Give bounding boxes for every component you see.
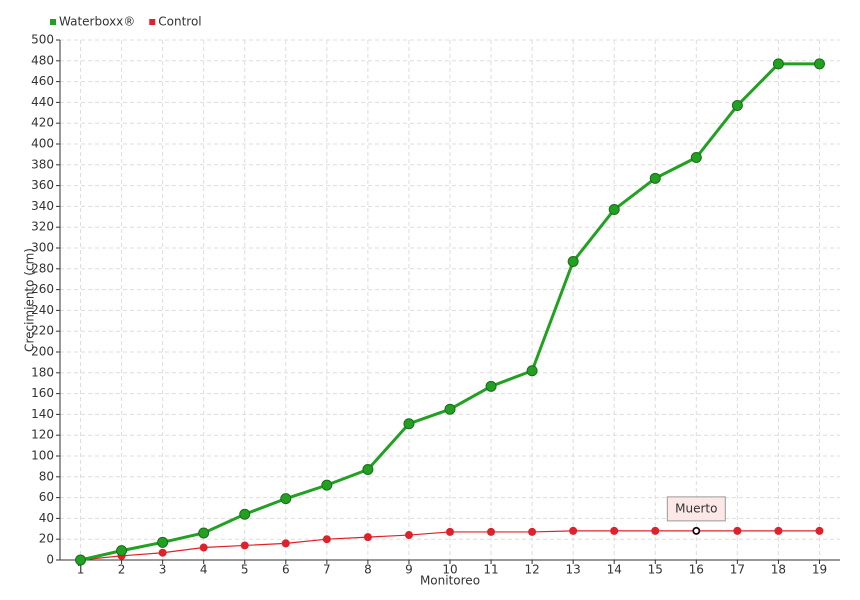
x-tick-label: 8 (364, 563, 372, 577)
y-tick-label: 160 (31, 386, 54, 400)
x-tick-label: 12 (524, 563, 539, 577)
x-tick-label: 19 (812, 563, 827, 577)
data-point (363, 533, 372, 542)
y-tick-label: 320 (31, 220, 54, 234)
y-tick-label: 360 (31, 178, 54, 192)
x-tick-label: 9 (405, 563, 413, 577)
annotation-point (692, 527, 701, 535)
legend-label: Waterboxx® (59, 15, 135, 29)
y-tick-label: 200 (31, 345, 54, 359)
x-tick-label: 13 (566, 563, 581, 577)
data-point (567, 256, 579, 268)
y-tick-label: 300 (31, 241, 54, 255)
x-tick-label: 14 (607, 563, 622, 577)
y-tick-label: 440 (31, 95, 54, 109)
data-point (649, 172, 661, 184)
y-tick-label: 460 (31, 74, 54, 88)
data-point (690, 152, 702, 164)
data-point (362, 464, 374, 476)
legend-swatch (149, 19, 156, 25)
x-tick-label: 11 (483, 563, 498, 577)
data-point (404, 531, 413, 540)
y-tick-label: 480 (31, 53, 54, 67)
data-point (815, 526, 824, 535)
annotation-box (666, 496, 726, 522)
data-point (116, 545, 128, 557)
data-point (608, 204, 620, 216)
data-point (75, 554, 87, 566)
y-tick-label: 20 (39, 532, 54, 546)
data-point (198, 527, 210, 539)
y-tick-label: 220 (31, 324, 54, 338)
x-tick-label: 5 (241, 563, 249, 577)
data-point (813, 58, 825, 70)
y-tick-label: 280 (31, 261, 54, 275)
data-point (528, 527, 537, 536)
x-tick-label: 7 (323, 563, 331, 577)
data-point (731, 100, 743, 112)
y-tick-label: 420 (31, 116, 54, 130)
x-tick-label: 4 (200, 563, 208, 577)
data-point (446, 527, 454, 536)
data-point (281, 539, 290, 548)
legend-swatch (50, 19, 56, 25)
y-tick-label: 340 (31, 199, 54, 213)
y-tick-label: 100 (31, 449, 54, 463)
data-point (321, 479, 333, 491)
data-point (322, 535, 331, 544)
x-tick-label: 15 (648, 563, 663, 577)
data-point (158, 548, 167, 557)
x-tick-label: 6 (282, 563, 290, 577)
y-tick-label: 80 (39, 469, 54, 483)
data-point (610, 526, 619, 535)
data-point (774, 526, 783, 535)
y-tick-label: 0 (46, 553, 54, 567)
data-point (569, 526, 578, 535)
data-point (403, 418, 415, 430)
data-point (157, 536, 169, 548)
x-tick-label: 3 (159, 563, 167, 577)
x-tick-label: 1 (77, 563, 85, 577)
data-point (733, 526, 742, 535)
y-tick-label: 500 (31, 33, 54, 47)
legend-label: Control (158, 15, 201, 29)
x-tick-label: 16 (689, 563, 704, 577)
data-point (526, 365, 538, 377)
data-point (485, 380, 497, 392)
x-tick-label: 18 (771, 563, 786, 577)
data-point (651, 526, 660, 535)
x-tick-label: 17 (730, 563, 745, 577)
x-tick-label: 10 (442, 563, 457, 577)
y-tick-label: 400 (31, 137, 54, 151)
y-tick-label: 40 (39, 511, 54, 525)
data-point (772, 58, 784, 70)
data-point (280, 493, 292, 505)
y-tick-label: 260 (31, 282, 54, 296)
data-point (444, 403, 456, 415)
y-tick-label: 140 (31, 407, 54, 421)
x-tick-label: 2 (118, 563, 126, 577)
y-axis-label: Crecimiento (cm) (23, 248, 37, 352)
annotation: Muerto (675, 501, 717, 515)
y-tick-label: 240 (31, 303, 54, 317)
data-point (487, 527, 496, 536)
y-tick-label: 380 (31, 157, 54, 171)
data-point (199, 543, 208, 552)
data-point (240, 541, 249, 550)
x-axis-label: Monitoreo (420, 574, 480, 588)
y-tick-label: 180 (31, 365, 54, 379)
y-tick-label: 120 (31, 428, 54, 442)
y-tick-label: 60 (39, 490, 54, 504)
data-point (239, 508, 251, 520)
